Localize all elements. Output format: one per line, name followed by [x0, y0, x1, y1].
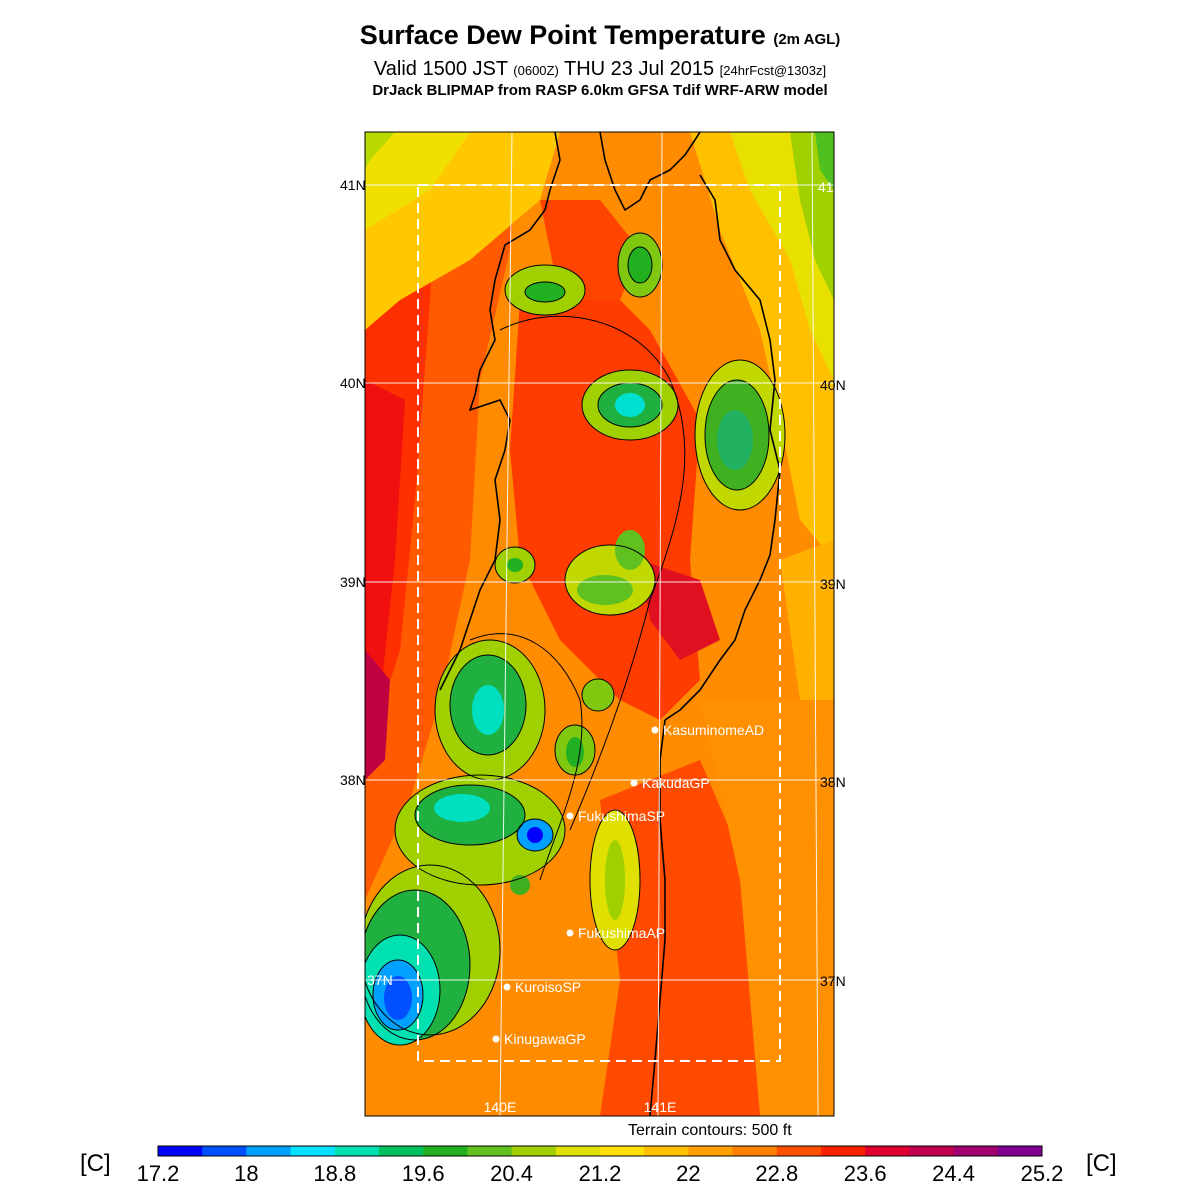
legend-unit-right: [C] — [1086, 1150, 1117, 1177]
legend-swatch — [158, 1146, 203, 1156]
legend-frame — [157, 1145, 1043, 1157]
lon-label-bottom-141: 141E — [644, 1099, 677, 1115]
legend-swatch — [865, 1146, 910, 1156]
valid-zulu: (0600Z) — [513, 63, 559, 78]
title-main: Surface Dew Point Temperature — [359, 20, 766, 50]
lat-label-left-37: 37N — [367, 972, 393, 988]
station-label-kuroiso: KuroisoSP — [515, 979, 581, 995]
legend-swatch — [732, 1146, 778, 1156]
legend-swatch — [423, 1146, 468, 1156]
lat-label-right-37: 37N — [820, 973, 846, 989]
station-dot — [566, 929, 574, 937]
valid-prefix: Valid 1500 JST — [373, 58, 508, 80]
highland-fills — [365, 233, 785, 1045]
forecast-info: [24hrFcst@1303z] — [719, 63, 827, 78]
legend-swatch — [290, 1146, 336, 1156]
station-dot — [651, 726, 659, 734]
legend-tick-label: 18 — [234, 1161, 259, 1186]
legend-tick-label: 20.4 — [490, 1161, 534, 1186]
legend-tick-label: 22 — [676, 1161, 701, 1186]
legend-tick-label: 18.8 — [313, 1161, 357, 1186]
map-frame — [364, 131, 835, 1117]
lat-label-left-38: 38N — [340, 772, 366, 788]
station-dot — [503, 983, 511, 991]
lon-label-bottom-140: 140E — [484, 1099, 517, 1115]
legend-swatch — [246, 1146, 292, 1156]
legend-swatch — [600, 1146, 645, 1156]
valid-date: THU 23 Jul 2015 — [564, 58, 715, 80]
legend-tick-label: 21.2 — [578, 1161, 622, 1186]
station-dot — [566, 812, 574, 820]
station-label-fukushima-sp: FukushimaSP — [578, 808, 665, 824]
legend-unit-left: [C] — [80, 1150, 111, 1177]
color-legend-bar — [157, 1145, 1043, 1157]
legend-tick-label: 22.8 — [755, 1161, 799, 1186]
legend-tick-label: 23.6 — [843, 1161, 887, 1186]
lon-label-top-141: 141E — [646, 118, 679, 134]
coastline — [439, 132, 781, 1116]
legend-swatch — [555, 1146, 601, 1156]
model-line: DrJack BLIPMAP from RASP 6.0km GFSA Tdif… — [372, 82, 828, 99]
terrain-contours-note: Terrain contours: 500 ft — [628, 1122, 792, 1139]
station-label-fukushima-ap: FukushimaAP — [578, 925, 665, 941]
lon-label-top-140: 140E — [496, 118, 529, 134]
lat-label-right-40: 40N — [820, 377, 846, 393]
legend-swatch — [688, 1146, 734, 1156]
lat-label-right-39: 39N — [820, 576, 846, 592]
lat-label-left-40: 40N — [340, 375, 366, 391]
lat-label-left-39: 39N — [340, 574, 366, 590]
legend-swatch — [821, 1146, 866, 1156]
legend-swatch — [909, 1146, 955, 1156]
legend-swatch — [379, 1146, 424, 1156]
station-label-kakuda: KakudaGP — [642, 775, 710, 791]
lat-label-right-38: 38N — [820, 774, 846, 790]
legend-tick-label: 19.6 — [401, 1161, 445, 1186]
legend-tick-label: 24.4 — [932, 1161, 976, 1186]
valid-time-line: Valid 1500 JST (0600Z) THU 23 Jul 2015 [… — [0, 58, 1200, 81]
legend-tick-label: 25.2 — [1020, 1161, 1064, 1186]
map-fill — [365, 132, 834, 1116]
legend-swatch — [776, 1146, 822, 1156]
map-title: Surface Dew Point Temperature (2m AGL) — [0, 20, 1200, 51]
station-dot — [492, 1035, 500, 1043]
legend-swatch — [467, 1146, 513, 1156]
lat-label-right-41: 41N — [818, 179, 844, 195]
lon-label-top-142: 142E — [796, 118, 829, 134]
station-dot — [630, 779, 638, 787]
legend-swatch — [511, 1146, 557, 1156]
lat-label-left-41: 41N — [340, 177, 366, 193]
legend-swatch — [997, 1146, 1043, 1156]
station-markers: KasuminomeAD KakudaGP FukushimaSP Fukush… — [492, 722, 764, 1047]
legend-swatch — [334, 1146, 380, 1156]
station-label-kinugawa: KinugawaGP — [504, 1031, 586, 1047]
domain-boundary — [417, 184, 781, 1062]
legend-tick-label: 17.2 — [136, 1161, 180, 1186]
legend-swatch — [644, 1146, 689, 1156]
title-suffix: (2m AGL) — [773, 31, 841, 48]
legend-swatch — [953, 1146, 999, 1156]
legend-swatch — [202, 1146, 247, 1156]
station-label-kasuminome: KasuminomeAD — [663, 722, 764, 738]
